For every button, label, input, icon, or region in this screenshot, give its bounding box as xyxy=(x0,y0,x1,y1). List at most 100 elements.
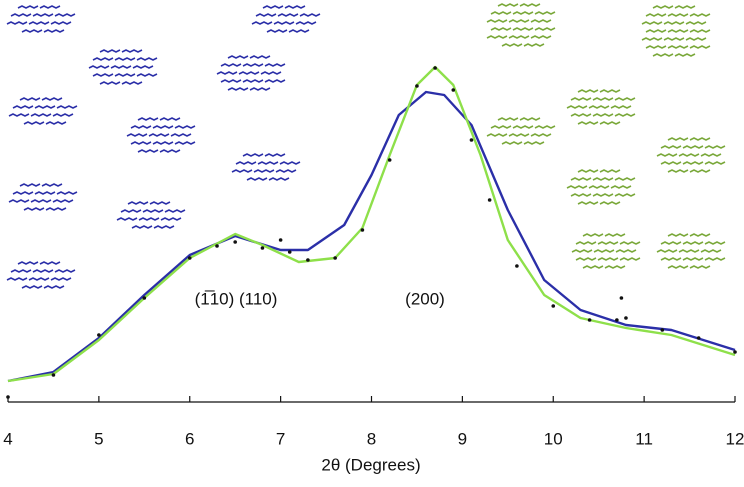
molecule xyxy=(685,21,707,25)
molecule xyxy=(570,113,592,117)
molecule xyxy=(41,97,63,101)
molecule xyxy=(284,5,306,9)
molecule xyxy=(10,269,32,273)
molecule xyxy=(227,55,249,59)
molecule xyxy=(674,5,696,9)
molecule xyxy=(88,65,110,69)
molecule xyxy=(570,97,592,101)
molecule xyxy=(582,265,604,269)
molecule xyxy=(660,257,682,261)
molecule xyxy=(597,257,619,261)
molecule xyxy=(12,191,34,195)
molecule xyxy=(136,57,158,61)
molecule xyxy=(523,141,545,145)
data-point xyxy=(233,240,237,244)
data-point xyxy=(624,316,628,320)
molecule xyxy=(599,89,621,93)
molecule xyxy=(148,133,170,137)
molecule xyxy=(164,209,186,213)
molecule xyxy=(667,233,689,237)
x-axis-label: 2θ (Degrees) xyxy=(321,455,420,474)
molecule xyxy=(137,117,159,121)
molecule xyxy=(570,193,592,197)
molecule xyxy=(689,233,711,237)
molecule xyxy=(174,125,196,129)
molecule xyxy=(295,21,317,25)
molecule xyxy=(110,65,132,69)
molecule xyxy=(566,185,588,189)
molecule xyxy=(242,79,264,83)
molecule xyxy=(114,57,136,61)
molecule xyxy=(689,137,711,141)
molecule xyxy=(170,133,192,137)
molecule xyxy=(19,183,41,187)
molecule xyxy=(704,257,726,261)
molecule xyxy=(220,79,242,83)
fit-line xyxy=(7,65,736,383)
data-point xyxy=(187,256,192,260)
molecule xyxy=(41,183,63,187)
molecule xyxy=(242,153,264,157)
molecule xyxy=(130,141,152,145)
molecule xyxy=(121,49,143,53)
molecule xyxy=(127,201,149,205)
molecule xyxy=(614,177,636,181)
molecule xyxy=(249,87,271,91)
x-tick-label: 4 xyxy=(3,429,12,448)
molecule xyxy=(486,19,508,23)
molecule xyxy=(682,257,704,261)
molecule xyxy=(8,199,30,203)
molecule xyxy=(645,29,667,33)
molecule xyxy=(253,169,275,173)
molecule xyxy=(682,161,704,165)
data-point xyxy=(360,228,365,232)
data-point xyxy=(515,264,519,268)
molecule xyxy=(570,177,592,181)
molecule xyxy=(652,53,674,57)
molecule xyxy=(704,161,726,165)
molecule xyxy=(32,269,54,273)
molecule xyxy=(34,105,56,109)
molecule xyxy=(99,49,121,53)
molecule xyxy=(508,19,530,23)
molecule xyxy=(235,161,257,165)
molecule xyxy=(497,117,519,121)
molecule xyxy=(519,117,541,121)
molecule xyxy=(23,121,45,125)
molecule xyxy=(142,209,164,213)
molecule xyxy=(159,117,181,121)
molecule xyxy=(50,277,72,281)
molecule xyxy=(592,97,614,101)
molecule xyxy=(619,257,641,261)
molecule xyxy=(220,63,242,67)
molecule xyxy=(645,13,667,17)
molecule xyxy=(577,169,599,173)
data-point xyxy=(660,328,665,332)
molecule xyxy=(277,13,299,17)
molecule xyxy=(52,199,74,203)
molecule xyxy=(132,65,154,69)
data-point xyxy=(551,304,556,308)
molecule xyxy=(667,13,689,17)
x-tick-label: 12 xyxy=(726,429,744,448)
data-point xyxy=(451,88,456,92)
molecule xyxy=(242,63,264,67)
molecule xyxy=(17,5,39,9)
molecule xyxy=(700,153,722,157)
molecule xyxy=(137,149,159,153)
molecule xyxy=(120,209,142,213)
molecule xyxy=(30,199,52,203)
molecule xyxy=(45,121,67,125)
molecule xyxy=(678,249,700,253)
data-point xyxy=(6,395,10,399)
x-tick-label: 7 xyxy=(276,429,285,448)
molecule-decoration xyxy=(6,3,726,289)
molecule xyxy=(575,257,597,261)
data-point xyxy=(142,296,147,300)
molecule xyxy=(519,3,541,7)
data-point xyxy=(696,336,701,340)
molecule xyxy=(588,185,610,189)
molecule xyxy=(264,79,286,83)
molecule xyxy=(227,87,249,91)
molecule xyxy=(43,29,65,33)
